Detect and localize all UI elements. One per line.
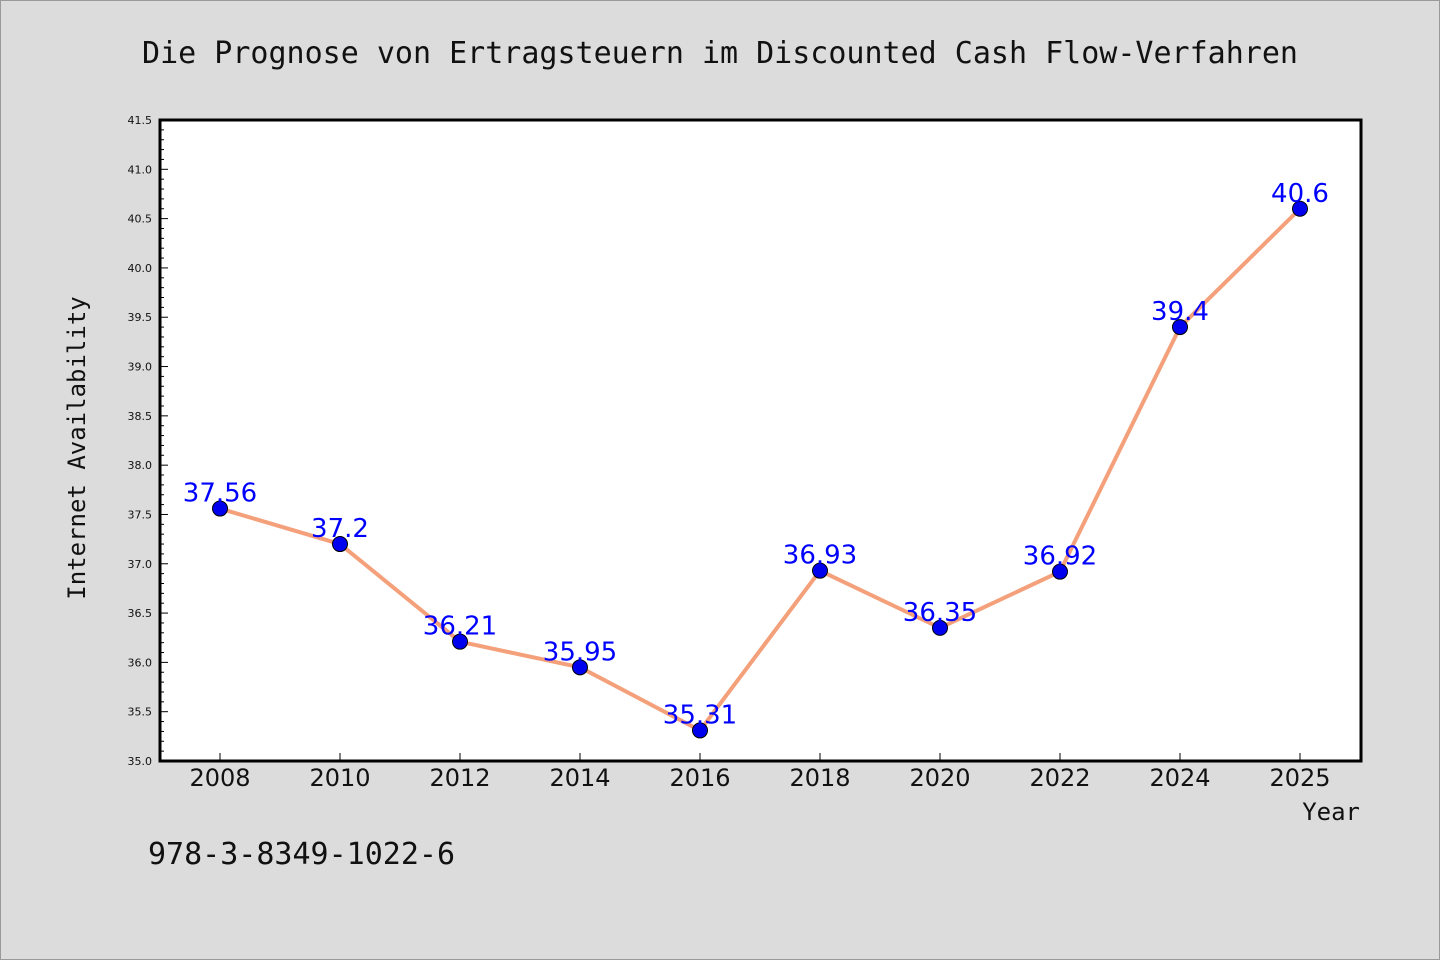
y-axis: 35.0 35.5 36.0 36.5 37.0 37.5 38.0 38.5 39.0 39.5… [128,114,168,768]
y-tick-label: 41.5 [128,114,153,127]
y-tick-label: 39.5 [128,311,153,324]
data-label: 40.6 [1271,179,1329,209]
data-label: 35.95 [543,637,617,667]
y-tick-label: 39.0 [128,361,153,374]
isbn-footer: 978-3-8349-1022-6 [148,837,455,872]
plot-area [158,118,1363,763]
y-tick-label: 36.5 [128,607,153,620]
y-tick-label: 35.0 [128,755,153,768]
data-label: 37.56 [183,479,257,509]
y-tick-label: 40.5 [128,213,153,226]
data-label: 36.35 [903,598,977,628]
y-tick-label: 41.0 [128,163,153,176]
y-tick-label: 38.5 [128,410,153,423]
data-label: 36.21 [423,612,497,642]
x-tick-label: 2016 [669,764,730,792]
data-label: 35.31 [663,700,737,730]
data-point [1172,319,1188,336]
data-point [572,659,588,676]
x-tick-label: 2008 [189,764,250,792]
y-tick-label: 36.0 [128,656,153,669]
y-tick-label: 40.0 [128,262,153,275]
data-point [812,562,828,579]
data-point [1052,563,1068,580]
x-tick-label: 2020 [909,764,970,792]
y-tick-label: 37.0 [128,558,153,571]
series-line [218,206,1302,733]
data-point [932,619,948,636]
x-tick-label: 2022 [1029,764,1090,792]
x-axis-label: Year [1302,798,1360,826]
data-label: 37.2 [311,514,369,544]
data-label: 39.4 [1151,297,1209,327]
x-tick-label: 2014 [549,764,610,792]
x-tick-label: 2010 [309,764,370,792]
x-tick-label: 2025 [1269,764,1330,792]
data-point [332,536,348,553]
data-label: 36.93 [783,541,857,571]
y-axis-label: Internet Availability [63,296,91,599]
data-point [692,722,708,739]
x-axis: 2008 2010 2012 2014 2016 2018 2020 2022 2024 2025 [189,753,1331,792]
y-tick-label: 38.0 [128,459,153,472]
data-point [1292,200,1308,217]
x-tick-label: 2018 [789,764,850,792]
series-group: 37.56 37.2 36.21 35.95 35.31 36.93 36.35 36.92 3… [183,179,1329,739]
data-point [452,633,468,650]
y-tick-label: 35.5 [128,706,153,719]
y-tick-label: 37.5 [128,508,153,521]
chart-title: Die Prognose von Ertragsteuern im Discou… [142,36,1298,71]
x-tick-label: 2024 [1149,764,1210,792]
data-point [212,500,228,517]
data-label: 36.92 [1023,542,1097,572]
x-tick-label: 2012 [429,764,490,792]
